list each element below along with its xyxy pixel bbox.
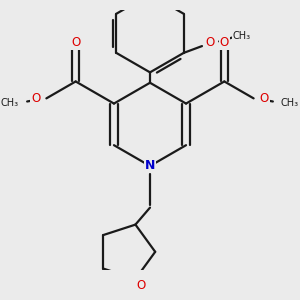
Text: O: O [220, 36, 229, 49]
Text: CH₃: CH₃ [281, 98, 299, 107]
Text: O: O [136, 279, 145, 292]
Text: O: O [31, 92, 40, 105]
Text: O: O [71, 36, 80, 49]
Text: N: N [145, 160, 155, 172]
Text: CH₃: CH₃ [233, 31, 251, 41]
Text: O: O [260, 92, 269, 105]
Text: O: O [205, 36, 214, 49]
Text: CH₃: CH₃ [1, 98, 19, 107]
